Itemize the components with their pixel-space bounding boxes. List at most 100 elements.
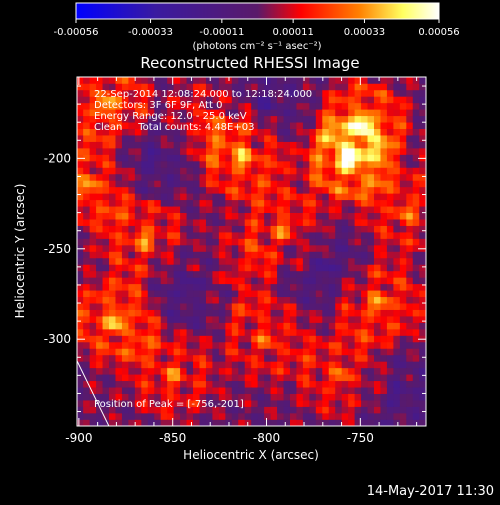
heatmap-cell xyxy=(180,128,188,136)
heatmap-cell xyxy=(315,173,323,181)
heatmap-cell xyxy=(296,115,304,123)
heatmap-cell xyxy=(102,322,110,330)
heatmap-cell xyxy=(173,77,181,84)
heatmap-cell xyxy=(205,412,214,420)
heatmap-cell xyxy=(380,244,388,252)
heatmap-cell xyxy=(147,315,155,323)
heatmap-cell xyxy=(315,83,323,91)
heatmap-cell xyxy=(348,380,356,388)
heatmap-cell xyxy=(128,154,136,162)
heatmap-cell xyxy=(406,367,414,375)
heatmap-cell xyxy=(361,309,369,317)
heatmap-cell xyxy=(77,160,84,168)
heatmap-cell xyxy=(115,335,123,343)
heatmap-cell xyxy=(354,96,362,104)
heatmap-cell xyxy=(96,406,104,414)
heatmap-cell xyxy=(322,419,330,426)
heatmap-cell xyxy=(218,231,226,239)
heatmap-cell xyxy=(238,186,246,194)
heatmap-cell xyxy=(199,141,207,149)
heatmap-cell xyxy=(167,89,175,97)
heatmap-cell xyxy=(309,289,317,298)
heatmap-cell xyxy=(322,218,330,226)
heatmap-cell xyxy=(102,302,110,310)
heatmap-cell xyxy=(380,141,388,149)
heatmap-cell xyxy=(102,296,110,304)
heatmap-cell xyxy=(141,393,149,401)
heatmap-cell xyxy=(335,361,343,369)
heatmap-cell xyxy=(277,199,285,207)
heatmap-cell xyxy=(102,238,110,246)
heatmap-cell xyxy=(212,102,220,110)
heatmap-cell xyxy=(270,386,278,394)
heatmap-cell xyxy=(354,193,362,201)
heatmap-cell xyxy=(186,302,194,310)
heatmap-cell xyxy=(270,147,278,155)
heatmap-cell xyxy=(380,89,388,97)
heatmap-cell xyxy=(102,96,110,104)
heatmap-cell xyxy=(277,231,285,239)
heatmap-cell xyxy=(309,302,317,310)
heatmap-cell xyxy=(109,354,117,362)
heatmap-cell xyxy=(270,406,278,414)
heatmap-cell xyxy=(121,154,129,162)
heatmap-cell xyxy=(419,354,426,362)
heatmap-cell xyxy=(205,264,214,272)
heatmap-cell xyxy=(199,412,207,420)
heatmap-cell xyxy=(348,238,356,246)
heatmap-cell xyxy=(406,193,414,201)
heatmap-cell xyxy=(315,225,323,233)
heatmap-cell xyxy=(83,102,91,110)
heatmap-cell xyxy=(173,160,181,168)
heatmap-cell xyxy=(121,77,129,84)
heatmap-cell xyxy=(225,277,233,285)
heatmap-cell xyxy=(238,205,246,214)
heatmap-cell xyxy=(128,218,136,226)
heatmap-cell xyxy=(302,173,310,181)
heatmap-cell xyxy=(193,270,201,278)
heatmap-cell xyxy=(354,380,362,388)
heatmap-cell xyxy=(399,367,407,375)
heatmap-cell xyxy=(386,251,394,259)
heatmap-cell xyxy=(412,257,420,265)
heatmap-cell xyxy=(212,335,220,343)
heatmap-cell xyxy=(134,109,142,117)
heatmap-cell xyxy=(193,374,201,382)
heatmap-cell xyxy=(102,309,110,317)
heatmap-cell xyxy=(309,341,317,349)
heatmap-cell xyxy=(141,251,149,259)
heatmap-cell xyxy=(374,244,382,252)
heatmap-cell xyxy=(257,231,265,239)
heatmap-cell xyxy=(147,367,155,375)
heatmap-cell xyxy=(128,270,136,278)
heatmap-cell xyxy=(354,296,362,304)
heatmap-cell xyxy=(406,231,414,239)
heatmap-cell xyxy=(180,277,188,285)
heatmap-cell xyxy=(128,277,136,285)
heatmap-cell xyxy=(96,115,104,123)
heatmap-cell xyxy=(89,160,97,168)
heatmap-cell xyxy=(270,193,278,201)
heatmap-cell xyxy=(341,315,349,323)
heatmap-cell xyxy=(186,199,194,207)
heatmap-cell xyxy=(134,251,142,259)
heatmap-cell xyxy=(160,296,168,304)
heatmap-cell xyxy=(386,128,394,136)
heatmap-cell xyxy=(128,193,136,201)
heatmap-cell xyxy=(328,121,336,129)
heatmap-cell xyxy=(309,186,317,194)
heatmap-cell xyxy=(367,283,375,291)
heatmap-cell xyxy=(121,251,129,259)
heatmap-cell xyxy=(386,115,394,123)
heatmap-cell xyxy=(412,193,420,201)
heatmap-cell xyxy=(102,406,110,414)
heatmap-cell xyxy=(109,205,117,214)
heatmap-cell xyxy=(205,225,214,233)
heatmap-cell xyxy=(134,225,142,233)
heatmap-cell xyxy=(315,315,323,323)
heatmap-cell xyxy=(315,264,323,272)
heatmap-cell xyxy=(160,186,168,194)
heatmap-cell xyxy=(251,160,259,168)
heatmap-cell xyxy=(225,141,233,149)
heatmap-cell xyxy=(115,374,123,382)
